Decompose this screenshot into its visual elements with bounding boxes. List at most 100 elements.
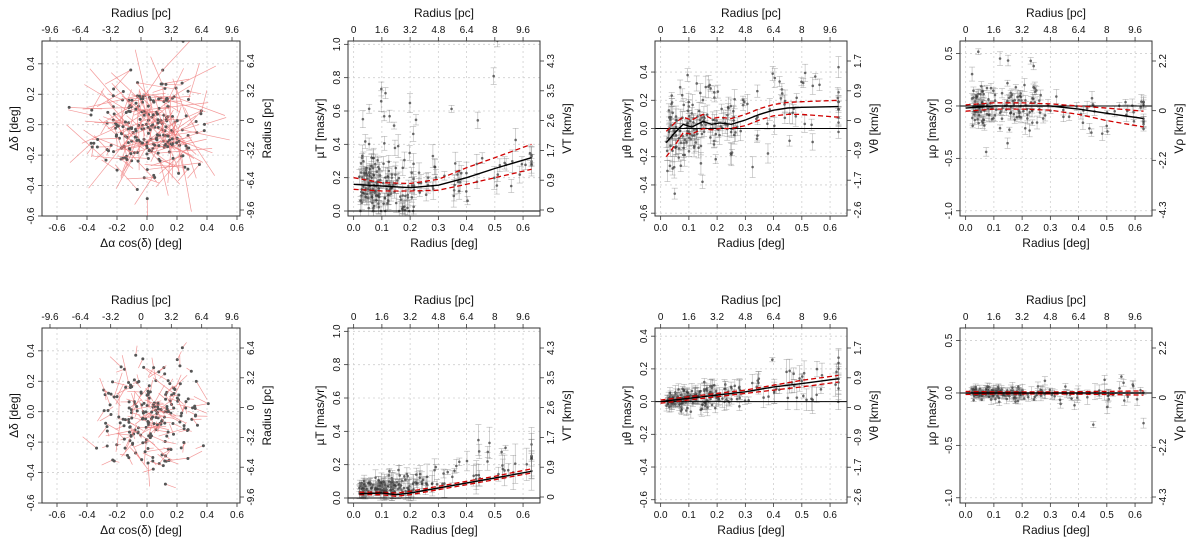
proper-motion-vector	[125, 440, 131, 452]
star-point	[109, 412, 113, 416]
star-point	[104, 421, 108, 425]
proper-motion-vector	[137, 136, 153, 162]
proper-motion-vector	[148, 99, 154, 115]
proper-motion-vector	[97, 410, 105, 422]
star-point	[129, 152, 133, 156]
data-point	[791, 111, 794, 115]
proper-motion-vector	[153, 384, 165, 405]
right-tick-label: -2.2	[1158, 151, 1169, 169]
star-point	[182, 441, 186, 445]
right-tick-label: 1.7	[853, 341, 864, 355]
data-point	[453, 162, 457, 165]
data-point	[1062, 108, 1065, 112]
data-point	[474, 473, 478, 477]
data-point	[364, 195, 367, 198]
star-point	[156, 407, 160, 411]
data-point	[726, 105, 730, 109]
data-point	[699, 91, 702, 95]
data-point	[425, 475, 429, 479]
star-point	[107, 149, 111, 153]
y-axis-label: µρ [mas/yr]	[925, 99, 939, 159]
y2-axis-label: VT [km/s]	[560, 103, 574, 153]
star-point	[146, 461, 150, 465]
data-point	[1009, 95, 1013, 98]
proper-motion-vector	[131, 403, 165, 411]
grid	[960, 41, 1152, 216]
proper-motion-vector	[182, 129, 230, 141]
proper-motion-vector	[173, 96, 226, 116]
proper-motion-vector	[167, 131, 174, 184]
proper-motion-vector	[160, 97, 206, 112]
proper-motion-vector	[114, 164, 138, 190]
y-tick-label: -0.6	[26, 207, 37, 225]
data-point	[1011, 99, 1015, 103]
proper-motion-vector	[104, 69, 131, 85]
data-point	[528, 151, 532, 155]
proper-motion-vector	[134, 406, 158, 425]
data-point	[372, 156, 375, 160]
proper-motion-vector	[148, 149, 181, 185]
data-point	[397, 176, 401, 180]
star-point	[121, 417, 125, 421]
data-point	[368, 167, 372, 171]
proper-motion-vector	[126, 177, 155, 180]
star-point	[168, 138, 172, 142]
star-point	[193, 407, 197, 411]
star-point	[121, 89, 125, 93]
top-tick-label: 3.2	[403, 25, 417, 36]
top-axis-title: Radius [pc]	[721, 6, 781, 20]
data-point	[820, 373, 824, 377]
data-point	[675, 119, 679, 122]
star-point	[127, 381, 131, 385]
data-point	[689, 410, 693, 413]
y-tick-label: 0.4	[639, 329, 650, 343]
data-point	[682, 146, 685, 150]
star-point	[175, 119, 179, 123]
x-tick-label: 0.3	[431, 510, 445, 521]
proper-motion-vector	[168, 394, 179, 397]
right-tick-label: 6.4	[246, 54, 257, 68]
data-point	[384, 91, 387, 95]
star-point	[153, 176, 157, 180]
star-point	[124, 111, 128, 115]
star-point	[112, 395, 116, 399]
proper-motion-vector	[193, 396, 209, 404]
data-point	[697, 146, 700, 150]
proper-motion-vector	[150, 56, 163, 85]
star-point	[119, 365, 123, 369]
x-axis-label: Radius [deg]	[410, 523, 477, 537]
x-tick-label: 0.6	[230, 223, 244, 234]
y-tick-label: -0.5	[944, 149, 955, 167]
data-point	[729, 130, 733, 134]
star-point	[129, 68, 133, 72]
data-point	[388, 114, 391, 118]
data-point	[668, 164, 672, 168]
data-point	[380, 488, 384, 492]
proper-motion-vector	[140, 100, 154, 126]
proper-motion-vector	[113, 372, 123, 398]
data-point	[497, 472, 500, 476]
data-point	[755, 117, 758, 121]
data-point	[361, 486, 364, 490]
x-axis-label: Radius [deg]	[717, 523, 784, 537]
data-point	[837, 387, 840, 390]
data-point	[747, 399, 750, 402]
top-tick-label: 9.6	[823, 25, 837, 36]
right-tick-label: 0	[853, 404, 864, 410]
right-tick-label: 1.7	[853, 54, 864, 68]
data-point	[380, 87, 383, 91]
star-point	[191, 406, 195, 410]
data-point	[811, 398, 815, 402]
data-point	[434, 465, 438, 469]
proper-motion-vector	[139, 119, 146, 137]
proper-motion-vector	[152, 88, 166, 93]
proper-motion-vector	[185, 145, 197, 179]
top-tick-label: 6.4	[767, 312, 781, 323]
data-point	[714, 132, 718, 136]
data-point	[998, 126, 1002, 130]
star-point	[146, 131, 150, 135]
data-point	[981, 121, 985, 125]
star-point	[177, 393, 181, 397]
data-point	[389, 186, 393, 190]
star-point	[145, 393, 149, 397]
